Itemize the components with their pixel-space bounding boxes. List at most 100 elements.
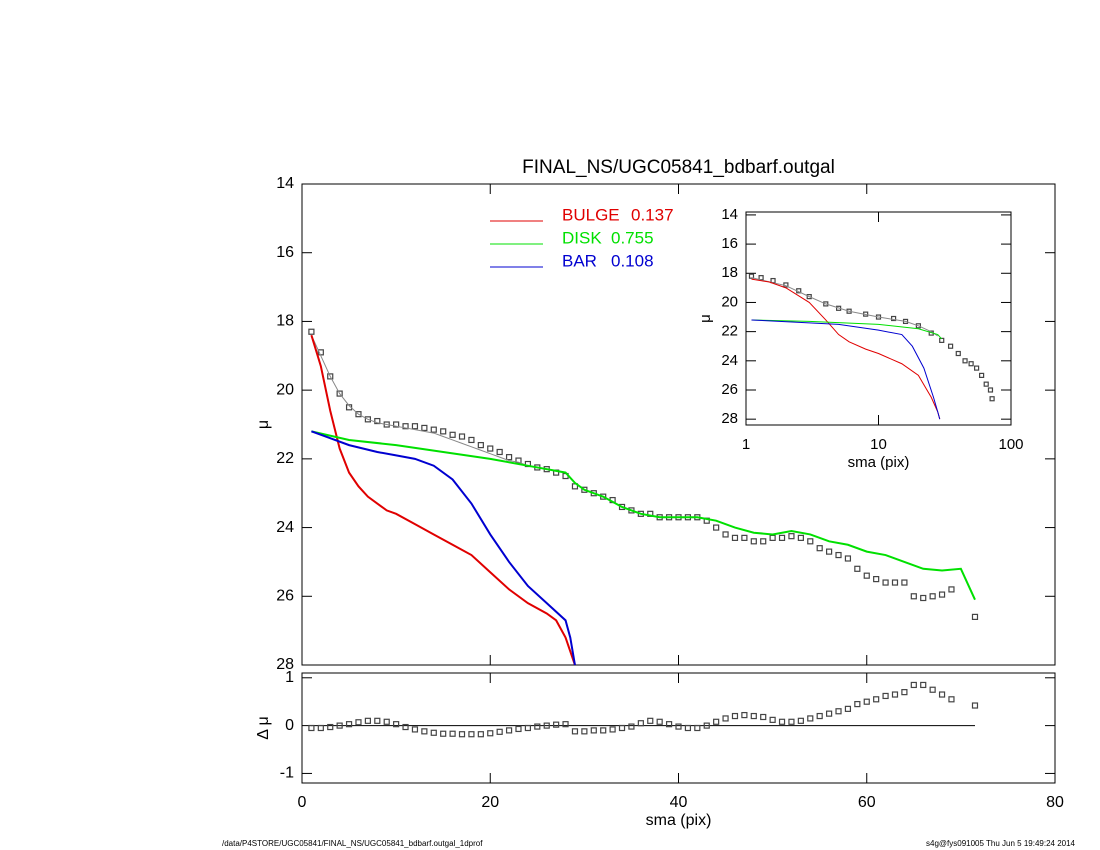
data-point	[468, 436, 475, 444]
data-point	[910, 593, 917, 600]
data-point	[430, 426, 437, 433]
legend-value: 0.137	[631, 205, 674, 224]
data-point	[477, 731, 484, 738]
data-point	[393, 721, 400, 728]
data-point	[955, 350, 961, 357]
data-point	[979, 372, 985, 378]
data-point	[345, 721, 353, 728]
data-point	[873, 696, 880, 703]
data-point	[968, 361, 974, 367]
data-point	[797, 534, 804, 541]
data-point	[910, 681, 917, 689]
data-point	[901, 689, 908, 696]
data-point	[665, 721, 673, 728]
data-point	[515, 725, 522, 733]
y-tick-label: 1	[285, 669, 294, 686]
data-point	[449, 431, 456, 438]
data-point	[788, 533, 795, 540]
data-point	[684, 724, 692, 732]
data-point	[929, 686, 936, 693]
data-point	[920, 594, 927, 602]
data-point	[854, 700, 861, 708]
data-point	[411, 423, 419, 430]
data-point	[973, 365, 980, 371]
data-point	[882, 692, 889, 700]
y-tick-label: 26	[276, 588, 294, 605]
data-point	[468, 731, 475, 738]
data-point	[929, 593, 936, 600]
data-point	[628, 723, 635, 730]
data-point	[901, 579, 908, 586]
data-point	[505, 454, 513, 461]
data-point	[947, 343, 954, 349]
data-point	[675, 723, 682, 730]
y-axis-label: μ	[697, 314, 714, 323]
x-tick-label: 60	[858, 794, 876, 811]
plot-frame	[301, 672, 1056, 784]
data-point	[524, 724, 532, 732]
data-point	[806, 294, 812, 300]
data-point	[713, 524, 720, 531]
data-point	[758, 275, 764, 281]
data-point	[807, 715, 814, 722]
data-point	[383, 718, 390, 725]
data-point	[336, 722, 343, 729]
data-point	[731, 534, 739, 541]
x-axis-label: sma (pix)	[848, 454, 910, 471]
data-point	[939, 337, 945, 343]
data-point	[962, 358, 968, 364]
data-point	[844, 555, 852, 562]
footer-left: /data/P4STORE/UGC05841/FINAL_NS/UGC05841…	[222, 839, 483, 848]
data-point	[430, 729, 437, 736]
x-tick-label: 10	[870, 436, 887, 453]
series-line	[751, 319, 943, 340]
data-point	[496, 448, 503, 456]
y-axis-label: Δ μ	[255, 716, 272, 739]
data-point	[722, 531, 729, 538]
y-tick-label: 14	[721, 206, 738, 223]
data-point	[317, 724, 324, 732]
data-point	[891, 579, 899, 586]
data-point	[618, 724, 626, 732]
data-point	[553, 721, 560, 728]
data-point	[393, 421, 400, 428]
data-point	[825, 548, 833, 555]
data-point	[571, 728, 579, 735]
data-point	[440, 730, 447, 737]
data-point	[543, 722, 550, 729]
plot-area	[748, 273, 995, 420]
data-point	[308, 328, 315, 335]
data-point	[816, 545, 823, 552]
data-point	[440, 428, 447, 435]
y-tick-label: 20	[721, 293, 738, 310]
data-point	[694, 724, 701, 732]
data-point	[890, 315, 897, 322]
series-line	[311, 430, 976, 601]
data-point	[989, 396, 995, 402]
x-tick-label: 80	[1046, 794, 1064, 811]
y-tick-label: 0	[285, 717, 294, 734]
data-point	[308, 724, 315, 732]
y-tick-label: 18	[276, 313, 294, 330]
data-point	[823, 301, 829, 307]
data-point	[496, 728, 503, 735]
y-tick-label: 28	[721, 410, 738, 427]
data-point	[534, 723, 541, 730]
data-point	[748, 273, 755, 279]
data-point	[741, 534, 748, 541]
data-point	[863, 698, 870, 705]
data-point	[637, 720, 644, 727]
data-point	[355, 719, 362, 726]
data-point	[760, 713, 767, 721]
data-point	[411, 726, 419, 733]
x-tick-label: 0	[298, 794, 307, 811]
data-point	[835, 551, 842, 559]
data-point	[983, 381, 989, 387]
data-point	[449, 730, 456, 737]
data-point	[891, 691, 899, 698]
legend-label: BAR	[562, 251, 597, 270]
x-tick-label: 20	[481, 794, 499, 811]
data-point	[920, 681, 927, 689]
legend-label: BULGE	[562, 205, 620, 224]
